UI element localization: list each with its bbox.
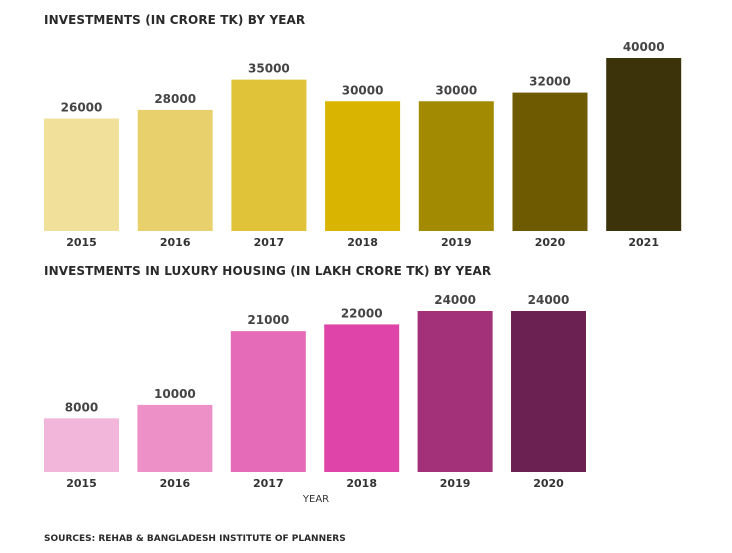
c2-data-label-2017: 21000	[247, 313, 289, 327]
c1-bar-2016	[137, 109, 213, 231]
luxury-housing-bar-chart: 8000 2015 10000 2016 21000 2017 22000 2018 24000…	[44, 293, 586, 505]
c1-bar-2019	[418, 101, 494, 231]
c2-tick-label-2019: 2019	[440, 477, 471, 490]
c2-data-label-2020: 24000	[528, 293, 570, 307]
c1-data-label-2017: 35000	[248, 62, 290, 76]
c1-data-label-2016: 28000	[154, 92, 196, 106]
c1-data-label-2020: 32000	[529, 75, 571, 89]
c2-data-label-2019: 24000	[434, 293, 476, 307]
c2-data-label-2018: 22000	[341, 306, 383, 320]
c1-tick-label-2015: 2015	[66, 236, 97, 249]
c2-bar-2017	[230, 331, 306, 472]
c1-tick-label-2019: 2019	[441, 236, 472, 249]
c2-tick-label-2016: 2016	[160, 477, 191, 490]
c1-tick-label-2016: 2016	[160, 236, 191, 249]
c2-tick-label-2015: 2015	[66, 477, 97, 490]
c2-bar-2020	[511, 311, 586, 472]
c1-data-label-2015: 26000	[61, 101, 103, 115]
c2-tick-label-2020: 2020	[533, 477, 564, 490]
c2-bar-2019	[417, 311, 493, 472]
c2-bar-2016	[137, 404, 213, 472]
investments-bar-chart: 26000 2015 28000 2016 35000 2017 30000 2018 3000…	[44, 40, 682, 249]
c1-data-label-2019: 30000	[435, 83, 477, 97]
c1-tick-label-2018: 2018	[347, 236, 378, 249]
c1-bar-2018	[325, 101, 401, 231]
c2-tick-label-2018: 2018	[346, 477, 377, 490]
c1-bar-2021	[606, 58, 682, 231]
chart-1-title: INVESTMENTS (IN CRORE TK) BY YEAR	[44, 13, 306, 27]
c2-data-label-2016: 10000	[154, 387, 196, 401]
c2-tick-label-2017: 2017	[253, 477, 284, 490]
c1-bar-2017	[231, 79, 307, 231]
source-note: SOURCES: REHAB & BANGLADESH INSTITUTE OF…	[44, 534, 346, 544]
c1-data-label-2018: 30000	[342, 83, 384, 97]
c2-bar-2018	[324, 324, 400, 472]
chart-2-title: INVESTMENTS IN LUXURY HOUSING (IN LAKH C…	[44, 264, 492, 278]
c1-bar-2015	[44, 118, 119, 231]
c2-bar-2015	[44, 418, 119, 472]
c1-tick-label-2021: 2021	[628, 236, 659, 249]
c1-tick-label-2017: 2017	[254, 236, 285, 249]
c1-tick-label-2020: 2020	[535, 236, 566, 249]
c2-data-label-2015: 8000	[65, 400, 98, 414]
c1-bar-2020	[512, 92, 588, 231]
c2-x-axis-label: YEAR	[302, 494, 329, 505]
c1-data-label-2021: 40000	[623, 40, 665, 54]
